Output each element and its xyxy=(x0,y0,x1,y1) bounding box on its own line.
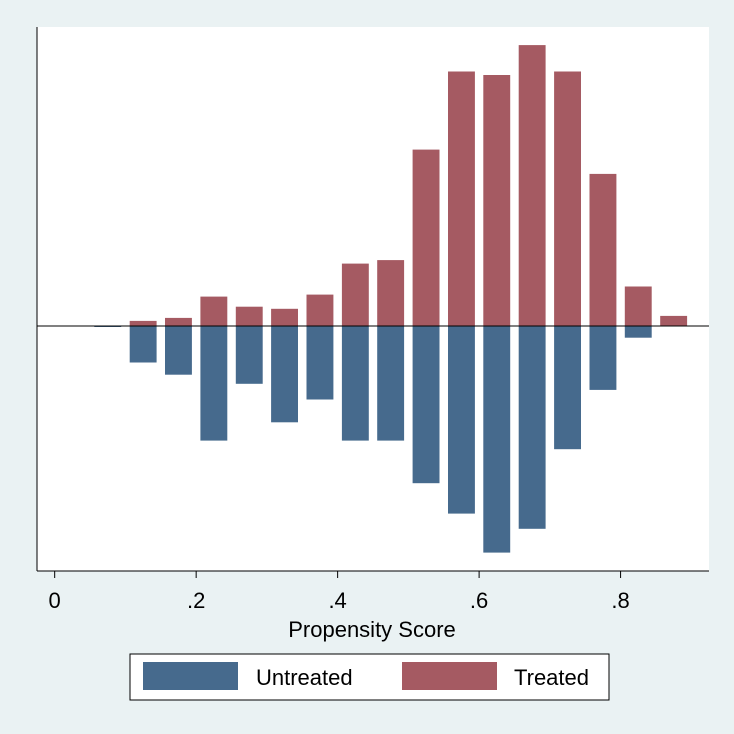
bar-treated-3 xyxy=(200,296,228,326)
bar-untreated-2 xyxy=(165,326,192,375)
bar-untreated-6 xyxy=(306,326,334,400)
x-tick-label: .4 xyxy=(328,588,346,613)
bar-untreated-15 xyxy=(624,326,652,338)
bar-treated-15 xyxy=(624,286,652,326)
bar-treated-6 xyxy=(306,294,334,326)
bar-treated-10 xyxy=(448,71,475,326)
bar-untreated-14 xyxy=(589,326,617,390)
bar-untreated-12 xyxy=(518,326,546,529)
x-axis-ticks: 0 .2 .4 .6 .8 xyxy=(49,571,630,613)
bar-untreated-8 xyxy=(377,326,405,441)
bar-untreated-1 xyxy=(129,326,157,363)
bar-untreated-10 xyxy=(448,326,475,514)
legend-swatch-untreated xyxy=(143,662,238,690)
x-tick-label: .6 xyxy=(470,588,488,613)
bar-untreated-9 xyxy=(412,326,440,484)
bar-untreated-5 xyxy=(271,326,298,423)
legend-label-treated: Treated xyxy=(514,665,589,690)
legend: Untreated Treated xyxy=(129,653,610,701)
bar-treated-5 xyxy=(271,308,298,326)
bar-treated-9 xyxy=(412,149,440,326)
bar-treated-11 xyxy=(483,75,511,326)
bar-treated-1 xyxy=(129,320,157,326)
bar-treated-7 xyxy=(341,263,369,326)
legend-label-untreated: Untreated xyxy=(256,665,353,690)
x-tick-label: .8 xyxy=(611,588,629,613)
bar-treated-16 xyxy=(660,315,688,326)
bar-treated-14 xyxy=(589,173,617,326)
bar-treated-12 xyxy=(518,45,546,326)
bar-untreated-7 xyxy=(341,326,369,441)
bar-untreated-11 xyxy=(483,326,511,553)
bars-group xyxy=(94,45,688,553)
bar-untreated-3 xyxy=(200,326,228,441)
bar-treated-13 xyxy=(554,71,581,326)
bar-treated-8 xyxy=(377,260,405,326)
bar-treated-4 xyxy=(235,306,263,326)
legend-swatch-treated xyxy=(402,662,497,690)
bar-untreated-13 xyxy=(554,326,581,450)
bar-untreated-4 xyxy=(235,326,263,384)
x-axis-title: Propensity Score xyxy=(288,617,456,642)
x-tick-label: .2 xyxy=(187,588,205,613)
bar-treated-2 xyxy=(165,317,192,326)
x-tick-label: 0 xyxy=(49,588,61,613)
